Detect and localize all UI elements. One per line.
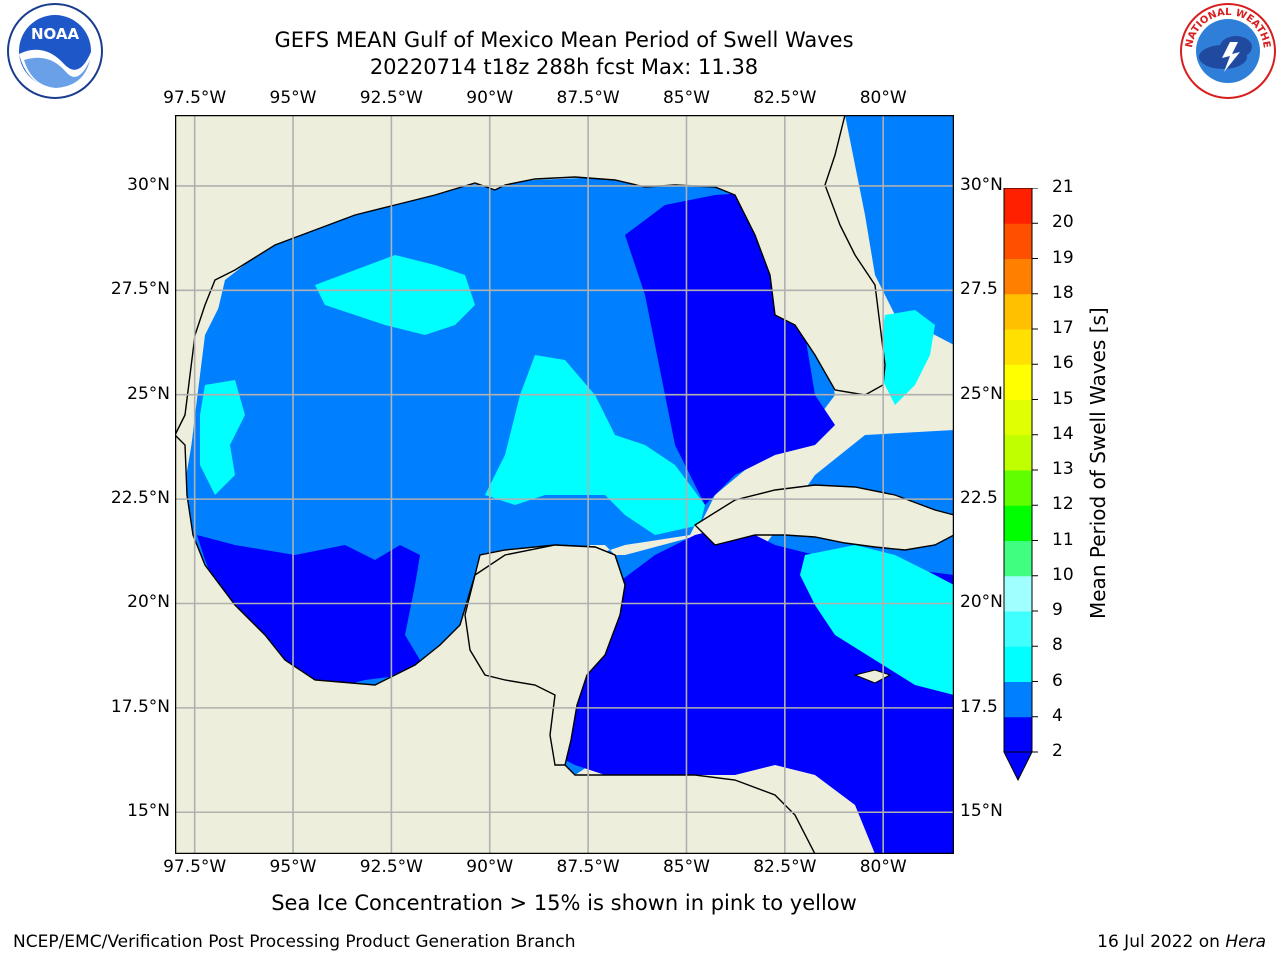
colorbar-tick-label: 15 — [1052, 388, 1074, 409]
colorbar-segment — [1004, 540, 1032, 577]
lon-tick-bottom: 80°W — [859, 857, 907, 877]
map-gridlines — [175, 115, 954, 854]
land-cuba — [693, 484, 954, 551]
colorbar-segment — [1004, 505, 1032, 541]
lon-tick-top: 87.5°W — [556, 88, 620, 108]
footer-credit: NCEP/EMC/Verification Post Processing Pr… — [13, 932, 576, 952]
noaa-logo: NOAA — [7, 3, 103, 99]
colorbar-segment — [1004, 329, 1032, 365]
colorbar-tick-label: 12 — [1052, 494, 1074, 515]
lat-tick-right: 27.5 — [960, 279, 998, 300]
lon-tick-top: 92.5°W — [359, 88, 423, 108]
footer-date: 16 Jul 2022 on Hera — [1097, 932, 1266, 952]
colorbar-tick-label: 4 — [1052, 705, 1063, 726]
chart-subtitle: 20220714 t18z 288h fcst Max: 11.38 — [369, 55, 759, 79]
colorbar-tick-label: 21 — [1052, 177, 1074, 197]
footer-host: Hera — [1225, 932, 1266, 952]
lat-tick-left: 22.5°N — [110, 488, 170, 509]
svg-text:NOAA: NOAA — [31, 25, 80, 43]
lat-tick-left: 15°N — [127, 801, 170, 822]
lon-tick-top: 95°W — [269, 88, 317, 108]
colorbar-tick-label: 8 — [1052, 635, 1063, 656]
colorbar-tick-label: 13 — [1052, 459, 1074, 479]
colorbar-tick-label: 17 — [1052, 318, 1074, 338]
swell-band-2s-atlantic — [845, 115, 954, 345]
swell-band-4s-caribbean — [800, 545, 954, 695]
lon-tick-bottom: 87.5°W — [556, 857, 620, 877]
colorbar — [1003, 188, 1038, 782]
lon-tick-top: 82.5°W — [753, 88, 817, 108]
colorbar-tick-label: 6 — [1052, 670, 1063, 691]
colorbar-segment — [1004, 434, 1032, 471]
lat-tick-right: 30°N — [960, 174, 1003, 195]
swell-band-2s-west — [197, 535, 420, 685]
colorbar-segment — [1004, 364, 1032, 400]
lon-tick-bottom: 92.5°W — [359, 857, 423, 877]
lon-tick-bottom: 95°W — [269, 857, 317, 877]
lat-tick-right: 17.5 — [960, 696, 998, 717]
lon-tick-top: 97.5°W — [163, 88, 227, 108]
lon-tick-top: 90°W — [466, 88, 514, 108]
colorbar-segment — [1004, 470, 1032, 506]
colorbar-tick-label: 18 — [1052, 282, 1074, 303]
colorbar-segment — [1004, 223, 1032, 259]
colorbar-tick-label: 11 — [1052, 529, 1074, 550]
colorbar-segment — [1004, 716, 1032, 753]
colorbar-extend-min — [1003, 751, 1033, 782]
chart-title: GEFS MEAN Gulf of Mexico Mean Period of … — [274, 28, 854, 52]
land-island-south — [853, 669, 892, 684]
colorbar-tick-label: 9 — [1052, 600, 1063, 620]
footer-date-text: 16 Jul 2022 on — [1097, 932, 1220, 952]
colorbar-segment — [1004, 188, 1032, 224]
colorbar-tick-label: 10 — [1052, 564, 1074, 585]
colorbar-segment — [1004, 258, 1032, 295]
colorbar-segment — [1004, 611, 1032, 647]
lon-tick-bottom: 82.5°W — [753, 857, 817, 877]
nws-logo: NATIONAL WEATHER SERVICE — [1178, 2, 1276, 99]
swell-band-4s-west — [200, 380, 245, 495]
colorbar-label: Mean Period of Swell Waves [s] — [1086, 307, 1110, 619]
lon-tick-top: 85°W — [662, 88, 710, 108]
colorbar-segment — [1004, 399, 1032, 436]
lat-tick-left: 27.5°N — [110, 279, 170, 300]
lat-tick-left: 25°N — [127, 383, 170, 404]
lat-tick-right: 20°N — [960, 592, 1003, 613]
lat-tick-right: 22.5 — [960, 488, 998, 509]
colorbar-tick-label: 14 — [1052, 423, 1074, 444]
land-yucatan — [464, 544, 626, 766]
lat-tick-right: 15°N — [960, 801, 1003, 822]
colorbar-segment — [1004, 293, 1032, 330]
lat-tick-left: 30°N — [127, 174, 170, 195]
colorbar-segment — [1004, 681, 1032, 718]
lat-tick-left: 17.5°N — [110, 696, 170, 717]
lon-tick-bottom: 97.5°W — [163, 857, 227, 877]
colorbar-segment — [1004, 575, 1032, 612]
colorbar-segment — [1004, 646, 1032, 682]
lat-tick-right: 25°N — [960, 383, 1003, 404]
colorbar-tick-label: 2 — [1052, 741, 1063, 761]
colorbar-tick-label: 20 — [1052, 212, 1074, 233]
swell-band-4s-atlantic — [880, 310, 935, 405]
lon-tick-bottom: 90°W — [466, 857, 514, 877]
lat-tick-left: 20°N — [127, 592, 170, 613]
lon-tick-top: 80°W — [859, 88, 907, 108]
sea-ice-note: Sea Ice Concentration > 15% is shown in … — [271, 891, 857, 915]
map-canvas — [175, 115, 954, 854]
map-frame — [175, 115, 954, 854]
swell-band-4s-north — [315, 255, 475, 335]
swell-band-4s-central — [485, 355, 705, 535]
lon-tick-bottom: 85°W — [662, 857, 710, 877]
colorbar-tick-label: 16 — [1052, 353, 1074, 374]
colorbar-tick-label: 19 — [1052, 247, 1074, 268]
